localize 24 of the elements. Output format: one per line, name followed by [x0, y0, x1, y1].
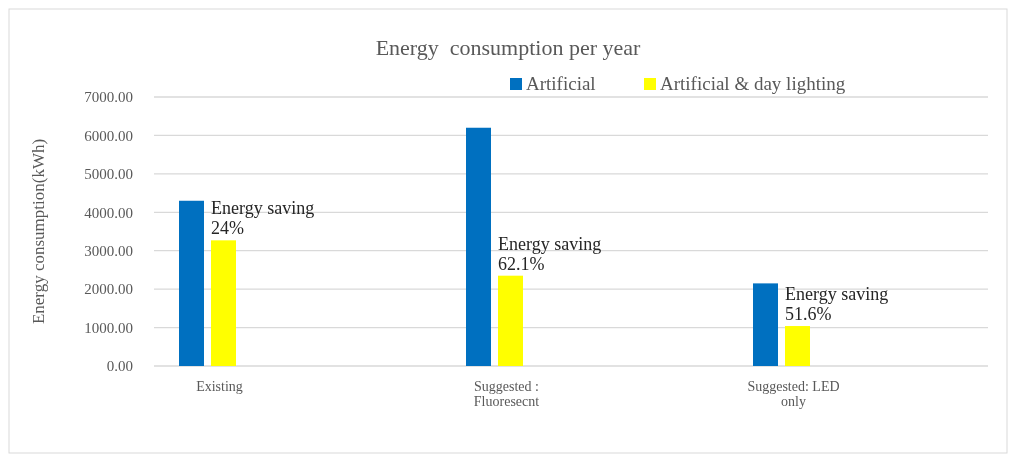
bar [785, 326, 810, 366]
y-tick-label: 0.00 [106, 358, 133, 375]
y-tick-label: 1000.00 [84, 319, 133, 336]
annotation: Energy saving 62.1% [498, 233, 602, 274]
y-tick-label: 7000.00 [84, 89, 133, 106]
y-tick-label: 5000.00 [84, 166, 133, 183]
x-tick-label: Existing [196, 379, 243, 394]
y-tick-label: 4000.00 [84, 204, 133, 221]
chart-title: Energy consumption per year [375, 35, 642, 60]
y-axis-title: Energy consumption(kWh) [29, 138, 48, 325]
y-tick-label: 6000.00 [84, 127, 133, 144]
bar [498, 275, 523, 366]
legend-label: Artificial [526, 73, 596, 94]
y-tick-label: 3000.00 [84, 242, 133, 259]
bar [179, 200, 204, 366]
bar [211, 240, 236, 366]
y-tick-label: 2000.00 [84, 281, 133, 298]
x-tick-label: Suggested : Fluoresecnt [473, 379, 540, 409]
annotation: Energy saving 51.6% [785, 284, 889, 325]
bar [466, 127, 491, 366]
legend-label: Artificial & day lighting [660, 73, 846, 94]
bar [753, 283, 778, 366]
annotation: Energy saving 24% [211, 198, 315, 239]
x-tick-label: Suggested: LED only [747, 379, 840, 409]
